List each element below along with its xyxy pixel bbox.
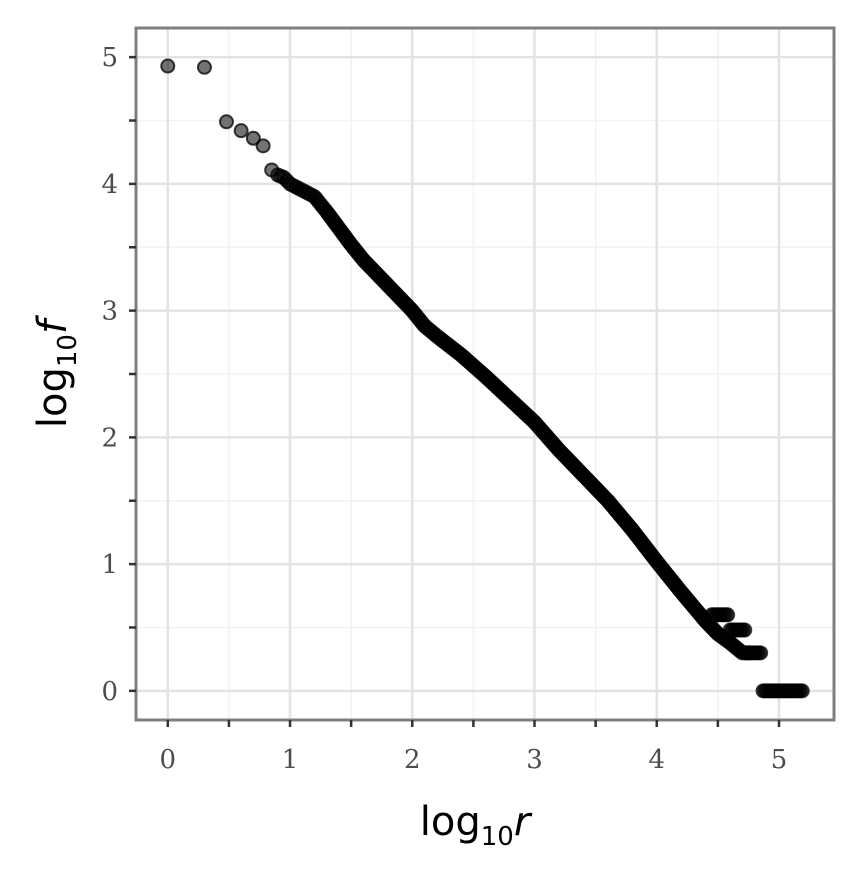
- y-tick-label: 3: [101, 297, 118, 327]
- y-axis-title-base: log: [30, 367, 76, 428]
- x-tick-label: 2: [404, 745, 421, 775]
- x-tick-label: 1: [282, 745, 299, 775]
- data-point: [233, 123, 249, 139]
- data-point: [160, 58, 176, 74]
- y-axis-title-variable: f: [30, 314, 76, 334]
- data-point: [255, 138, 271, 154]
- data-point: [196, 59, 212, 75]
- data-point: [245, 130, 261, 146]
- major-grid: [136, 28, 834, 720]
- x-tick-label: 4: [648, 745, 665, 775]
- x-axis-title-base: log: [420, 799, 481, 845]
- data-points: [160, 58, 810, 699]
- y-tick-label: 2: [101, 423, 118, 453]
- y-tick-label: 0: [101, 677, 118, 707]
- x-tick-labels: 0 1 2 3 4 5: [160, 745, 788, 775]
- y-tick-labels: 0 1 2 3 4 5: [101, 43, 118, 707]
- axis-ticks: [129, 55, 781, 727]
- data-point: [218, 114, 234, 130]
- y-axis-title: log10f: [30, 314, 83, 428]
- y-axis-title-subscript: 10: [53, 334, 83, 367]
- y-tick-label: 5: [101, 43, 118, 73]
- x-tick-label: 3: [526, 745, 543, 775]
- data-point: [737, 622, 753, 638]
- x-tick-label: 5: [771, 745, 788, 775]
- y-tick-label: 1: [101, 550, 118, 580]
- data-point: [753, 645, 769, 661]
- y-tick-label: 4: [101, 170, 118, 200]
- x-axis-title-subscript: 10: [481, 822, 514, 852]
- x-tick-label: 0: [160, 745, 177, 775]
- x-axis-title: log10r: [420, 799, 533, 852]
- data-point: [720, 607, 736, 623]
- x-axis-title-variable: r: [514, 799, 533, 845]
- data-point: [794, 683, 810, 699]
